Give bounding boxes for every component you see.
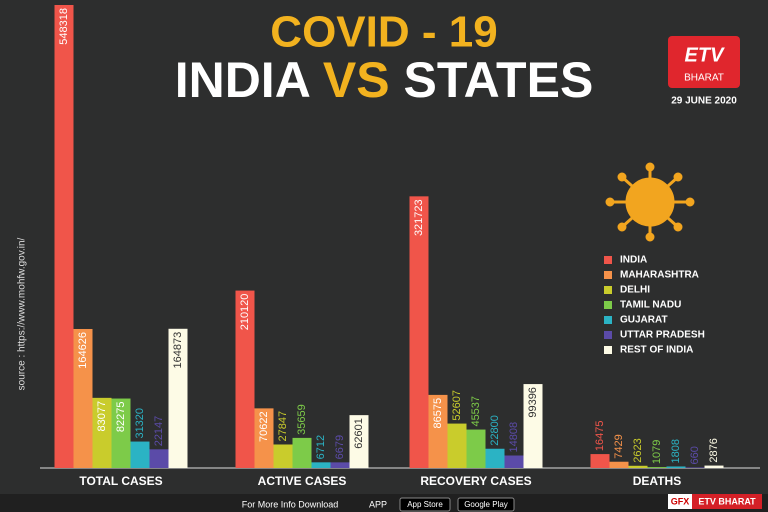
bar xyxy=(685,467,705,468)
legend-swatch xyxy=(604,316,612,324)
bar xyxy=(149,449,169,468)
bar xyxy=(168,328,188,468)
bar xyxy=(330,462,350,468)
footer-info: For More Info Download xyxy=(242,499,339,509)
value-label: 1079 xyxy=(651,440,663,464)
value-label: 62601 xyxy=(353,418,365,449)
bar xyxy=(292,437,312,468)
bar xyxy=(704,465,724,468)
value-label: 31320 xyxy=(134,408,146,439)
bar xyxy=(504,455,524,468)
bar xyxy=(447,423,467,468)
bar xyxy=(111,398,131,468)
legend-swatch xyxy=(604,286,612,294)
value-label: 660 xyxy=(689,446,701,464)
value-label: 70622 xyxy=(258,411,270,442)
bar xyxy=(349,415,369,468)
legend-label: TAMIL NADU xyxy=(620,300,681,311)
bar xyxy=(92,397,112,468)
footer-bar xyxy=(0,494,768,512)
bar xyxy=(666,466,686,468)
bar xyxy=(647,467,667,468)
value-label: 6679 xyxy=(334,435,346,459)
value-label: 86575 xyxy=(432,398,444,429)
value-label: 99396 xyxy=(527,387,539,418)
bar xyxy=(466,429,486,468)
source: source : https://www.mohfw.gov.in/ xyxy=(17,237,28,390)
logo: ETV xyxy=(685,44,726,66)
bar xyxy=(254,408,274,468)
bar xyxy=(54,5,74,468)
footer-app: APP xyxy=(369,499,387,509)
value-label: 27847 xyxy=(277,411,289,442)
brand-box xyxy=(692,494,762,509)
value-label: 6712 xyxy=(315,435,327,459)
bar xyxy=(130,441,150,468)
bar xyxy=(73,328,93,468)
bar xyxy=(485,448,505,468)
bar xyxy=(273,444,293,468)
chart-subtitle: INDIA VS STATES xyxy=(175,52,594,108)
value-label: 52607 xyxy=(451,390,463,421)
logo-box xyxy=(668,36,740,88)
bar xyxy=(235,290,255,468)
google-play[interactable]: Google Play xyxy=(464,500,508,509)
bar xyxy=(609,461,629,468)
virus-icon xyxy=(605,162,695,242)
x-tick-label: DEATHS xyxy=(633,474,681,488)
value-label: 2876 xyxy=(708,438,720,462)
legend-label: UTTAR PRADESH xyxy=(620,330,705,341)
gfx: GFX xyxy=(671,496,690,506)
value-label: 45537 xyxy=(470,396,482,427)
x-tick-label: ACTIVE CASES xyxy=(258,474,347,488)
bar xyxy=(590,454,610,468)
bar xyxy=(523,384,543,468)
legend-swatch xyxy=(604,271,612,279)
value-label: 22147 xyxy=(153,416,165,447)
gfx-box xyxy=(668,494,692,509)
legend-swatch xyxy=(604,331,612,339)
google-play-badge[interactable] xyxy=(457,497,515,512)
subtitle-part: VS xyxy=(323,52,390,108)
chart-title: COVID - 19 xyxy=(270,8,497,57)
value-label: 35659 xyxy=(296,404,308,435)
x-tick-label: TOTAL CASES xyxy=(79,474,162,488)
app-store-badge[interactable] xyxy=(399,497,451,512)
subtitle-part: INDIA xyxy=(175,52,310,108)
value-label: 164626 xyxy=(77,332,89,369)
legend-label: GUJARAT xyxy=(620,315,668,326)
legend-swatch xyxy=(604,346,612,354)
value-label: 83077 xyxy=(96,401,108,432)
legend-label: DELHI xyxy=(620,285,650,296)
legend-swatch xyxy=(604,301,612,309)
legend-label: REST OF INDIA xyxy=(620,345,693,356)
value-label: 2623 xyxy=(632,438,644,462)
bar xyxy=(428,394,448,468)
value-label: 7429 xyxy=(613,434,625,458)
bar xyxy=(311,462,331,468)
value-label: 14808 xyxy=(508,422,520,453)
value-label: 548318 xyxy=(58,8,70,45)
value-label: 210120 xyxy=(239,294,251,331)
x-tick-label: RECOVERY CASES xyxy=(420,474,531,488)
value-label: 321723 xyxy=(413,199,425,236)
legend-swatch xyxy=(604,256,612,264)
logo-sub: BHARAT xyxy=(684,73,724,84)
brand: ETV BHARAT xyxy=(698,496,756,506)
value-label: 16475 xyxy=(594,420,606,451)
subtitle-part: STATES xyxy=(403,52,593,108)
bar xyxy=(409,196,429,469)
app-store[interactable]: App Store xyxy=(407,500,443,509)
value-label: 22800 xyxy=(489,415,501,446)
legend-label: INDIA xyxy=(620,255,647,266)
value-label: 164873 xyxy=(172,332,184,369)
legend-label: MAHARASHTRA xyxy=(620,270,699,281)
bar xyxy=(628,465,648,468)
value-label: 82275 xyxy=(115,402,127,433)
value-label: 1808 xyxy=(670,439,682,463)
date: 29 JUNE 2020 xyxy=(671,96,737,107)
